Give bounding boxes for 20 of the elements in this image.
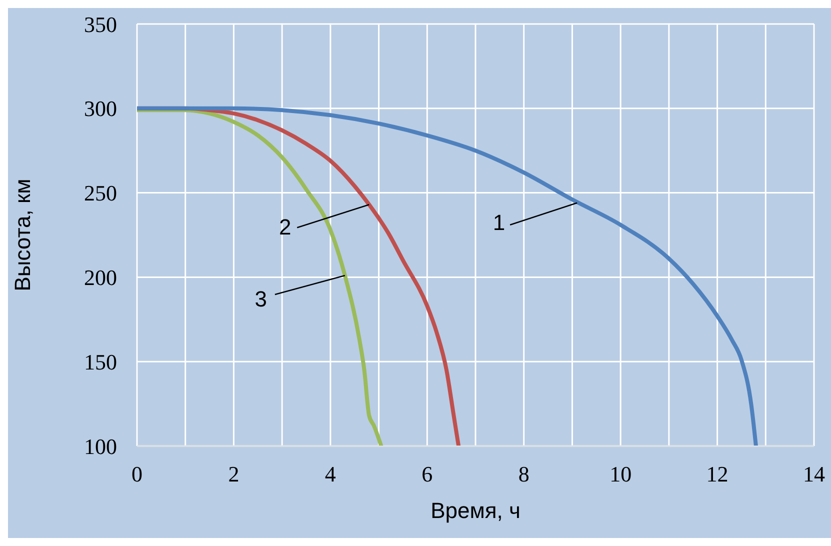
x-tick-label: 10 bbox=[610, 462, 632, 487]
y-tick-label: 150 bbox=[84, 349, 117, 374]
x-tick-label: 6 bbox=[422, 462, 433, 487]
line-series bbox=[137, 106, 758, 446]
x-tick-label: 12 bbox=[706, 462, 728, 487]
y-tick-label: 200 bbox=[84, 265, 117, 290]
annotation: 3 bbox=[254, 286, 268, 312]
y-tick-label: 100 bbox=[84, 434, 117, 459]
y-tick-label: 350 bbox=[84, 12, 117, 37]
y-axis-title: Высота, км bbox=[10, 178, 35, 292]
annotation: 2 bbox=[278, 214, 292, 240]
y-tick-label: 300 bbox=[84, 96, 117, 122]
x-tick-label: 8 bbox=[518, 462, 530, 487]
x-tick-label: 0 bbox=[132, 462, 142, 487]
annotation: 1 bbox=[492, 210, 506, 235]
x-tick-label: 14 bbox=[803, 462, 825, 487]
x-tick-label: 2 bbox=[228, 462, 240, 487]
x-axis-title: Время, ч bbox=[430, 498, 520, 523]
x-tick-label: 4 bbox=[324, 462, 336, 487]
y-tick-label: 250 bbox=[84, 180, 117, 206]
